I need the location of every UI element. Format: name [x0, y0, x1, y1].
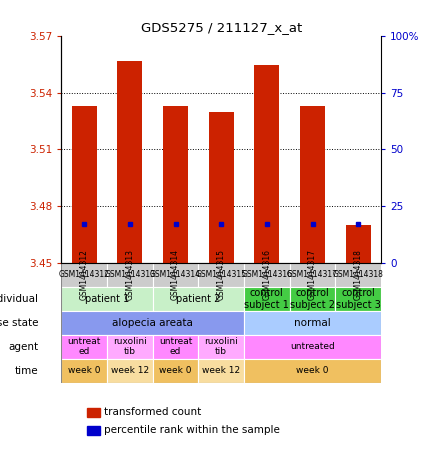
Bar	[244, 335, 381, 359]
Bar	[244, 359, 381, 383]
Bar	[87, 426, 100, 435]
Bar	[107, 359, 153, 383]
Bar	[244, 287, 290, 311]
Bar	[336, 263, 381, 287]
Text: GSM1414313: GSM1414313	[104, 270, 155, 279]
Bar	[198, 335, 244, 359]
Bar	[208, 112, 234, 263]
Bar	[290, 263, 336, 287]
Text: patient 2: patient 2	[176, 294, 221, 304]
Text: GSM1414313: GSM1414313	[125, 249, 134, 300]
Bar	[300, 106, 325, 263]
Bar	[87, 408, 100, 417]
Text: normal: normal	[294, 318, 331, 328]
Text: control
subject 2: control subject 2	[290, 288, 335, 309]
Bar	[153, 335, 198, 359]
Bar	[61, 311, 244, 335]
Text: GSM1414318: GSM1414318	[333, 270, 384, 279]
Text: agent: agent	[8, 342, 39, 352]
Bar	[107, 263, 153, 287]
Text: GSM1414315: GSM1414315	[217, 249, 226, 300]
Text: GSM1414317: GSM1414317	[308, 249, 317, 300]
Text: transformed count: transformed count	[105, 407, 202, 417]
Bar	[71, 106, 97, 263]
Text: week 0: week 0	[159, 366, 192, 375]
Bar	[198, 263, 244, 287]
Text: GSM1414314: GSM1414314	[150, 270, 201, 279]
Text: week 12: week 12	[202, 366, 240, 375]
Bar	[153, 263, 198, 287]
Text: percentile rank within the sample: percentile rank within the sample	[105, 425, 280, 435]
Bar	[254, 64, 279, 263]
Text: ruxolini
tib: ruxolini tib	[113, 337, 147, 357]
Bar	[61, 263, 107, 287]
Bar	[244, 311, 381, 335]
Text: untreat
ed: untreat ed	[67, 337, 101, 357]
Bar	[244, 263, 290, 287]
Text: GSM1414312: GSM1414312	[80, 249, 88, 300]
Text: disease state: disease state	[0, 318, 39, 328]
Text: control
subject 3: control subject 3	[336, 288, 381, 309]
Text: GSM1414314: GSM1414314	[171, 249, 180, 300]
Text: GSM1414316: GSM1414316	[241, 270, 293, 279]
Bar	[336, 287, 381, 311]
Text: control
subject 1: control subject 1	[244, 288, 290, 309]
Text: week 12: week 12	[111, 366, 149, 375]
Bar	[153, 287, 244, 311]
Bar	[198, 263, 244, 287]
Text: untreated: untreated	[290, 342, 335, 351]
Bar	[107, 335, 153, 359]
Text: patient 1: patient 1	[85, 294, 129, 304]
Text: untreat
ed: untreat ed	[159, 337, 192, 357]
Text: GSM1414312: GSM1414312	[59, 270, 110, 279]
Bar	[153, 263, 198, 287]
Text: GSM1414317: GSM1414317	[287, 270, 338, 279]
Bar	[61, 335, 107, 359]
Bar	[163, 106, 188, 263]
Bar	[290, 263, 336, 287]
Text: GSM1414316: GSM1414316	[262, 249, 272, 300]
Title: GDS5275 / 211127_x_at: GDS5275 / 211127_x_at	[141, 21, 302, 34]
Text: week 0: week 0	[68, 366, 100, 375]
Bar	[290, 287, 336, 311]
Bar	[198, 359, 244, 383]
Text: GSM1414315: GSM1414315	[196, 270, 247, 279]
Bar	[61, 263, 107, 287]
Bar	[61, 287, 153, 311]
Bar	[346, 225, 371, 263]
Bar	[153, 359, 198, 383]
Bar	[336, 263, 381, 287]
Bar	[107, 263, 153, 287]
Text: week 0: week 0	[296, 366, 329, 375]
Text: individual: individual	[0, 294, 39, 304]
Text: alopecia areata: alopecia areata	[112, 318, 193, 328]
Bar	[244, 263, 290, 287]
Bar	[61, 359, 107, 383]
Text: GSM1414318: GSM1414318	[354, 249, 363, 300]
Text: time: time	[15, 366, 39, 376]
Bar	[117, 61, 142, 263]
Text: ruxolini
tib: ruxolini tib	[204, 337, 238, 357]
